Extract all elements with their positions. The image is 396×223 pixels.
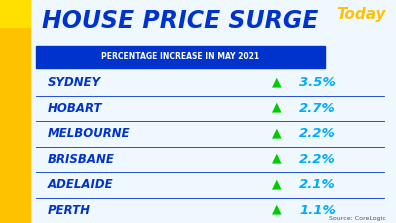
Text: 1.1%: 1.1%	[299, 204, 336, 217]
Text: PERCENTAGE INCREASE IN MAY 2021: PERCENTAGE INCREASE IN MAY 2021	[101, 52, 259, 61]
Text: ▲: ▲	[272, 75, 282, 88]
Text: ▲: ▲	[272, 152, 282, 165]
Bar	[0, 0, 30, 223]
Text: MELBOURNE: MELBOURNE	[48, 127, 130, 140]
Text: HOUSE PRICE SURGE: HOUSE PRICE SURGE	[42, 9, 318, 33]
Text: 2.7%: 2.7%	[299, 102, 336, 115]
Text: 2.1%: 2.1%	[299, 178, 336, 191]
Text: ▲: ▲	[272, 101, 282, 114]
Text: ▲: ▲	[272, 177, 282, 190]
Text: Today: Today	[337, 7, 386, 22]
Text: 2.2%: 2.2%	[299, 153, 336, 166]
Text: ▲: ▲	[272, 126, 282, 139]
Text: 2.2%: 2.2%	[299, 127, 336, 140]
Text: 3.5%: 3.5%	[299, 76, 336, 89]
Bar	[0, 0, 30, 27]
Text: ▲: ▲	[272, 203, 282, 216]
Text: PERTH: PERTH	[48, 204, 91, 217]
Text: SYDNEY: SYDNEY	[48, 76, 101, 89]
Text: Source: CoreLogic: Source: CoreLogic	[329, 216, 386, 221]
Text: ADELAIDE: ADELAIDE	[48, 178, 113, 191]
Text: HOBART: HOBART	[48, 102, 102, 115]
Text: BRISBANE: BRISBANE	[48, 153, 114, 166]
Bar	[36, 46, 325, 68]
